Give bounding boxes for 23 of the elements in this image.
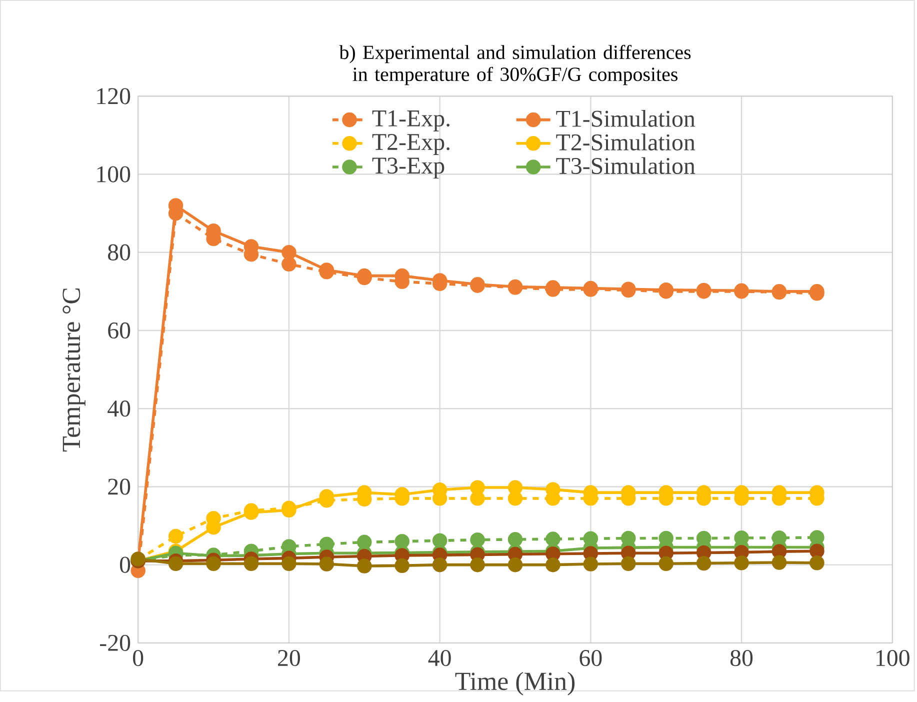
y-axis-title: Temperature °C	[62, 288, 86, 452]
y-tick-label: -20	[100, 634, 130, 651]
y-tick-label: 60	[108, 322, 130, 339]
y-tick-label: 0	[120, 556, 130, 573]
x-tick-label: 0	[133, 650, 144, 666]
x-tick-label: 100	[876, 650, 910, 666]
legend-label: T2-Exp.	[372, 134, 450, 155]
y-tick-label: 80	[108, 244, 130, 260]
x-tick-label: 20	[278, 650, 300, 666]
y-tick-label: 20	[108, 478, 130, 495]
x-tick-label: 40	[428, 650, 451, 666]
legend-label: T2-Simulation	[556, 134, 696, 150]
legend-label: T1-Exp.	[372, 110, 450, 132]
x-tick-label: 60	[580, 650, 602, 666]
y-tick-label: 120	[97, 88, 130, 104]
legend-label: T1-Simulation	[556, 110, 696, 127]
legend-label: T3-Simulation	[556, 157, 696, 174]
chart-title: b) Experimental and simulation differences in temperature of 30%GF/G composites	[339, 44, 691, 86]
x-tick-label: 80	[730, 650, 753, 666]
legend-label: T3-Exp	[372, 158, 444, 179]
x-axis-title: Time (Min)	[455, 672, 575, 696]
y-tick-label: 100	[97, 166, 130, 182]
y-tick-label: 40	[108, 400, 130, 417]
